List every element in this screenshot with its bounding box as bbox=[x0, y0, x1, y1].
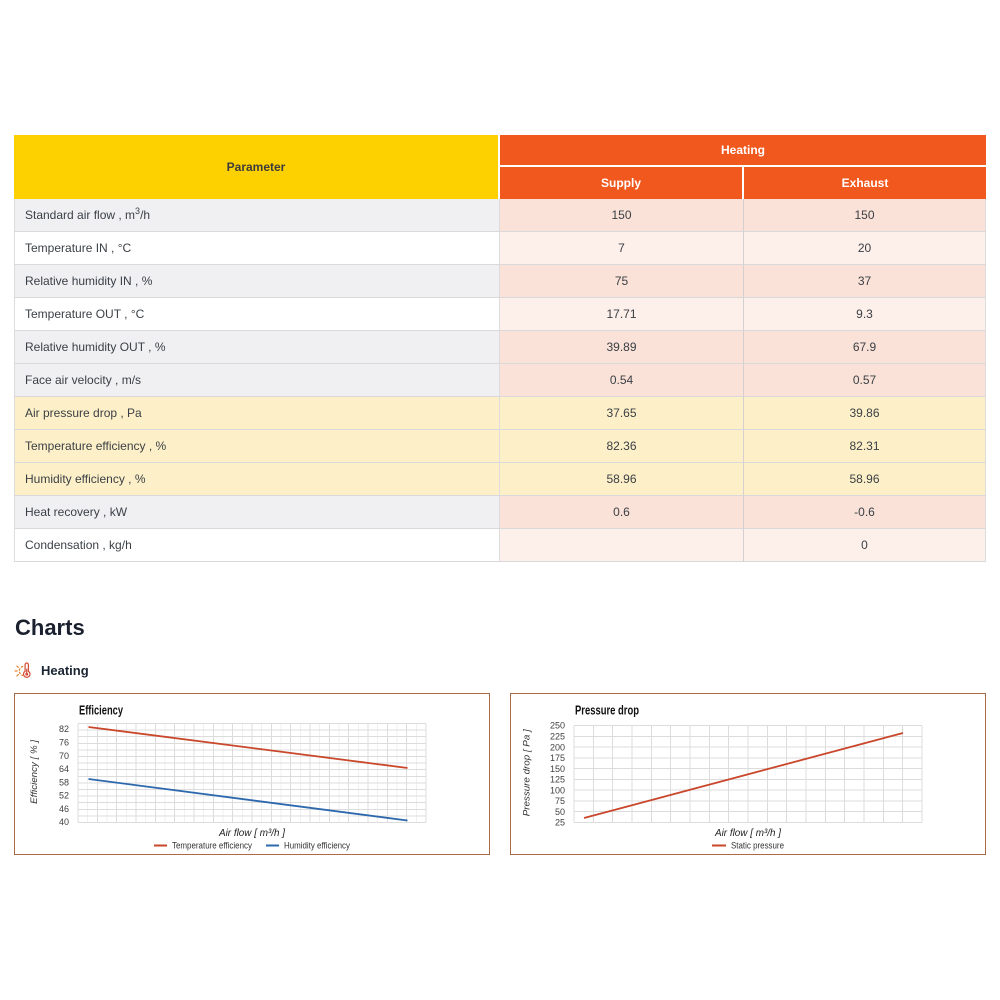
svg-text:50: 50 bbox=[555, 807, 565, 817]
svg-text:Efficiency: Efficiency bbox=[79, 704, 123, 718]
svg-text:Static pressure: Static pressure bbox=[731, 841, 784, 851]
svg-text:175: 175 bbox=[550, 753, 565, 763]
svg-text:58: 58 bbox=[59, 777, 69, 787]
svg-text:125: 125 bbox=[550, 775, 565, 785]
svg-text:150: 150 bbox=[550, 764, 565, 774]
svg-text:52: 52 bbox=[59, 791, 69, 801]
svg-text:Air flow [ m³/h ]: Air flow [ m³/h ] bbox=[714, 827, 782, 839]
svg-text:250: 250 bbox=[550, 721, 565, 731]
svg-text:25: 25 bbox=[555, 818, 565, 828]
svg-text:46: 46 bbox=[59, 804, 69, 814]
svg-text:82: 82 bbox=[59, 724, 69, 734]
svg-text:100: 100 bbox=[550, 785, 565, 795]
svg-text:64: 64 bbox=[59, 764, 69, 774]
svg-text:75: 75 bbox=[555, 796, 565, 806]
svg-text:225: 225 bbox=[550, 731, 565, 741]
svg-text:200: 200 bbox=[550, 742, 565, 752]
svg-text:Pressure drop [ Pa ]: Pressure drop [ Pa ] bbox=[522, 729, 533, 816]
svg-text:40: 40 bbox=[59, 817, 69, 827]
svg-text:76: 76 bbox=[59, 737, 69, 747]
svg-text:Pressure drop: Pressure drop bbox=[575, 704, 639, 718]
svg-text:Efficiency [ % ]: Efficiency [ % ] bbox=[29, 740, 40, 804]
svg-text:Humidity efficiency: Humidity efficiency bbox=[284, 841, 350, 851]
svg-text:70: 70 bbox=[59, 751, 69, 761]
svg-text:Air flow [ m³/h ]: Air flow [ m³/h ] bbox=[218, 827, 286, 839]
svg-text:Temperature efficiency: Temperature efficiency bbox=[172, 841, 252, 851]
